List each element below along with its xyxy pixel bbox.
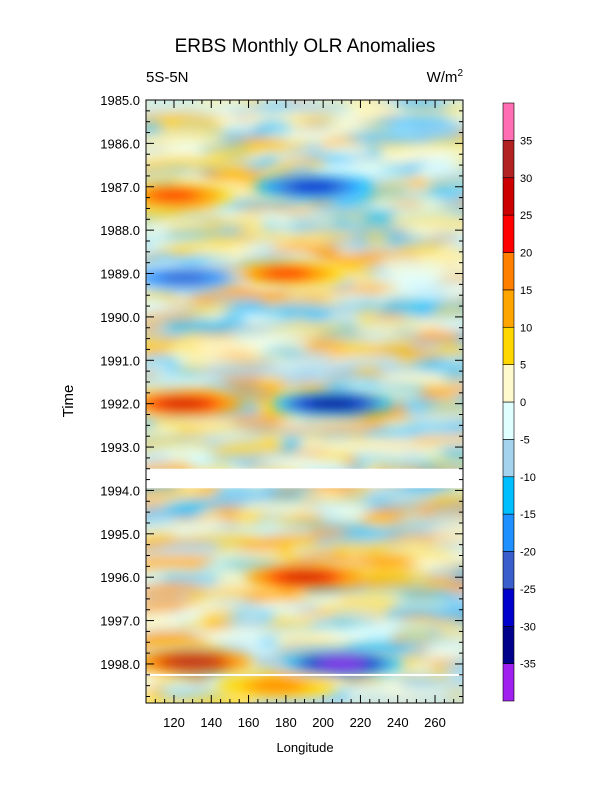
anomaly-streak — [451, 218, 463, 232]
anomaly-feature — [159, 272, 208, 284]
y-tick-label: 1991.0 — [100, 353, 140, 368]
anomaly-streak — [462, 142, 463, 144]
colorbar-label: -30 — [520, 621, 536, 633]
colorbar-swatch — [502, 140, 515, 179]
y-tick-label: 1992.0 — [100, 397, 140, 412]
anomaly-streak — [456, 167, 463, 174]
colorbar-swatch — [502, 326, 515, 365]
anomaly-feature — [280, 571, 329, 583]
anomaly-field — [146, 100, 463, 703]
anomaly-feature — [149, 189, 198, 201]
x-tick-label: 140 — [200, 715, 222, 730]
colorbar-label: -25 — [520, 584, 536, 596]
anomaly-streak — [460, 371, 463, 376]
x-tick-label: 240 — [387, 715, 409, 730]
colorbar: -35 -30 -25 -20 -15 -10 -5 0 5 10 15 20 25 30 35 — [502, 102, 536, 702]
colorbar-label: 30 — [520, 173, 532, 185]
colorbar-swatch — [502, 102, 515, 141]
anomaly-streak — [453, 217, 463, 225]
colorbar-swatch — [502, 214, 515, 253]
anomaly-streak — [462, 547, 463, 551]
y-tick-label: 1988.0 — [100, 223, 140, 238]
colorbar-swatch — [502, 364, 515, 403]
y-tick-label: 1986.0 — [100, 136, 140, 151]
y-tick-label: 1989.0 — [100, 267, 140, 282]
colorbar-label: 0 — [520, 397, 526, 409]
colorbar-swatch — [502, 177, 515, 216]
missing-data-band — [146, 673, 463, 676]
colorbar-swatch — [502, 625, 515, 664]
colorbar-swatch — [502, 252, 515, 291]
anomaly-streak — [450, 396, 463, 405]
y-tick-label: 1995.0 — [100, 527, 140, 542]
chart-title: ERBS Monthly OLR Anomalies — [175, 36, 436, 57]
anomaly-feature — [252, 680, 301, 692]
colorbar-label: -35 — [520, 659, 536, 671]
anomaly-feature — [168, 656, 217, 668]
x-tick-label: 260 — [424, 715, 446, 730]
anomaly-feature — [317, 658, 366, 670]
missing-data-band — [146, 468, 463, 489]
y-tick-label: 1985.0 — [100, 93, 140, 108]
units-label: W/m — [427, 69, 458, 86]
colorbar-swatch — [502, 439, 515, 478]
colorbar-swatch — [502, 289, 515, 328]
colorbar-swatch — [502, 513, 515, 552]
anomaly-streak — [459, 379, 463, 391]
y-tick-label: 1994.0 — [100, 483, 140, 498]
y-axis-label: Time — [60, 385, 77, 418]
colorbar-swatch — [502, 401, 515, 440]
colorbar-label: 15 — [520, 285, 532, 297]
colorbar-label: 35 — [520, 135, 532, 147]
anomaly-streak — [461, 265, 463, 271]
colorbar-swatch — [502, 476, 515, 515]
y-axis: 1985.0 1986.0 1987.0 1988.0 1989.0 1990.0 1991… — [100, 93, 463, 697]
x-tick-label: 120 — [163, 715, 185, 730]
units-superscript: 2 — [457, 68, 463, 79]
x-tick-label: 160 — [238, 715, 260, 730]
anomaly-streak — [400, 696, 463, 703]
y-tick-label: 1993.0 — [100, 440, 140, 455]
chart-subtitle-left: 5S-5N — [146, 69, 189, 86]
chart-subtitle-right: W/m2 — [427, 68, 464, 86]
anomaly-streak — [456, 611, 463, 627]
missing-data-bands — [146, 468, 463, 676]
anomaly-streak — [456, 538, 463, 544]
x-tick-label: 220 — [350, 715, 372, 730]
anomaly-feature — [261, 268, 310, 280]
anomaly-streak — [459, 305, 463, 309]
anomaly-feature — [159, 398, 208, 410]
anomaly-streak — [461, 115, 463, 124]
y-tick-label: 1997.0 — [100, 614, 140, 629]
colorbar-label: 25 — [520, 210, 532, 222]
colorbar-label: -5 — [520, 434, 530, 446]
colorbar-label: -20 — [520, 547, 536, 559]
y-tick-label: 1998.0 — [100, 657, 140, 672]
x-axis-label: Longitude — [276, 740, 333, 755]
anomaly-streak — [461, 441, 463, 446]
x-axis: 120 140 160 180 200 220 240 260 — [154, 100, 455, 730]
colorbar-swatch — [502, 663, 515, 702]
y-tick-label: 1990.0 — [100, 310, 140, 325]
colorbar-label: 10 — [520, 322, 532, 334]
x-tick-label: 200 — [312, 715, 334, 730]
colorbar-label: -15 — [520, 509, 536, 521]
colorbar-label: -10 — [520, 472, 536, 484]
y-tick-label: 1996.0 — [100, 570, 140, 585]
anomaly-streak — [457, 197, 463, 206]
colorbar-label: 5 — [520, 360, 526, 372]
anomaly-feature — [308, 398, 357, 410]
x-tick-label: 180 — [275, 715, 297, 730]
anomaly-streak — [327, 696, 419, 703]
colorbar-label: 20 — [520, 248, 532, 260]
colorbar-swatch — [502, 551, 515, 590]
y-tick-label: 1987.0 — [100, 180, 140, 195]
colorbar-swatch — [502, 588, 515, 627]
anomaly-feature — [289, 181, 338, 193]
